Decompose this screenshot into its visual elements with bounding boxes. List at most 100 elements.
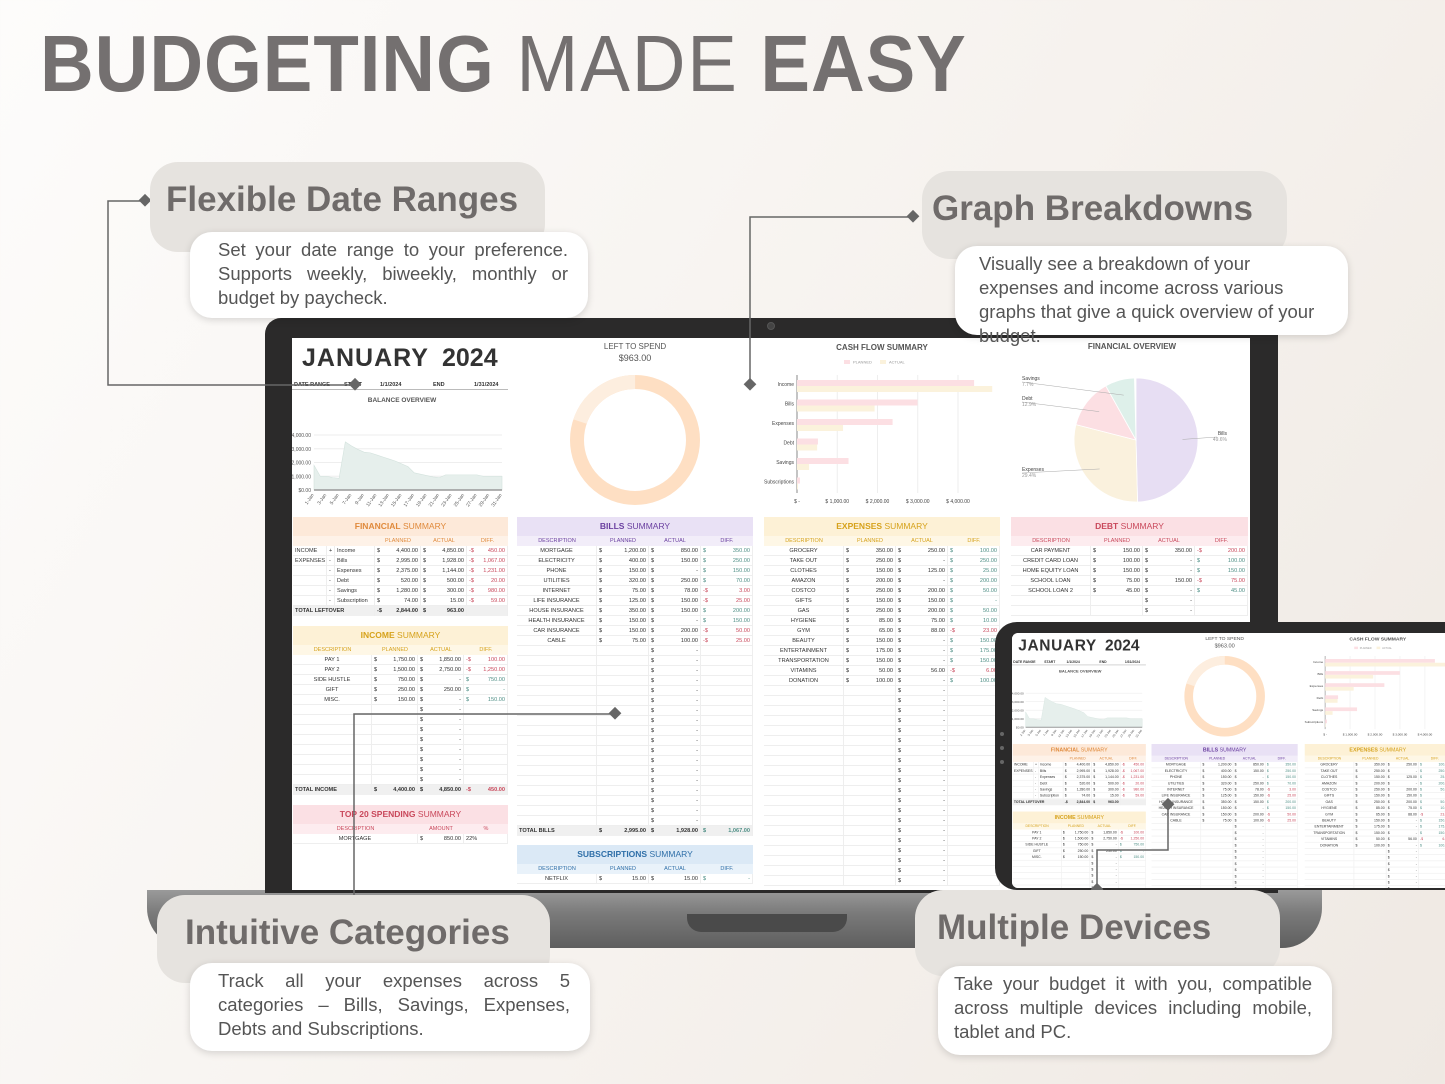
start-date[interactable]: 1/1/2024	[380, 382, 402, 388]
table-row[interactable]: CAR INSURANCE $150.00 $200.00 -$ 50.00	[1151, 811, 1298, 818]
end-date[interactable]: 1/31/2024	[1124, 660, 1141, 664]
blank-row[interactable]: $-	[764, 836, 1000, 846]
blank-row[interactable]: $-	[517, 706, 753, 716]
table-row[interactable]: TRANSPORTATION$150.00$-$150.00	[1304, 830, 1445, 837]
blank-row[interactable]: $-	[293, 745, 508, 755]
blank-row[interactable]: $-	[517, 686, 753, 696]
table-row[interactable]: CABLE $75.00 $100.00 -$ 25.00	[1151, 817, 1298, 824]
table-row[interactable]: CAR INSURANCE $150.00 $200.00 -$ 50.00	[517, 626, 753, 636]
table-row[interactable]: INTERNET $75.00 $78.00 -$ 3.00	[517, 586, 753, 596]
blank-row[interactable]: $-	[1304, 848, 1445, 855]
table-row[interactable]: HEALTH INSURANCE $150.00 $ - $150.00	[1151, 805, 1298, 812]
blank-row[interactable]: $-	[1304, 867, 1445, 874]
table-row[interactable]: HOME EQUITY LOAN $150.00 $ - $150.00	[1011, 566, 1248, 576]
table-row[interactable]: EXPENSES - Bills $2,995.00 $1,928.00 -$ 1,067.…	[293, 556, 508, 566]
blank-row[interactable]: $-	[517, 766, 753, 776]
blank-row[interactable]: $-	[1151, 830, 1298, 837]
blank-row[interactable]: $-	[517, 676, 753, 686]
blank-row[interactable]: $-	[764, 776, 1000, 786]
blank-row[interactable]: $-	[517, 716, 753, 726]
table-row[interactable]: TAKE OUT$250.00$-$250.00	[1304, 768, 1445, 775]
blank-row[interactable]: $-	[1013, 885, 1146, 888]
blank-row[interactable]: $-	[764, 706, 1000, 716]
blank-row[interactable]: $-	[517, 816, 753, 826]
table-row[interactable]: BEAUTY$150.00$-$150.00	[1304, 817, 1445, 824]
blank-row[interactable]: $-	[1011, 596, 1248, 606]
table-row[interactable]: DONATION$100.00$-$100.00	[1304, 842, 1445, 849]
table-row[interactable]: INTERNET $75.00 $78.00 -$ 3.00	[1151, 786, 1298, 793]
table-row[interactable]: SIDE HUSTLE $750.00 $ - $750.00	[293, 675, 508, 685]
blank-row[interactable]: $-	[517, 696, 753, 706]
table-row[interactable]: GIFTS$150.00$150.00$-	[764, 596, 1000, 606]
table-row[interactable]: GAS$250.00$200.00$50.00	[764, 606, 1000, 616]
blank-row[interactable]: $-	[293, 765, 508, 775]
blank-row[interactable]: $-	[764, 876, 1000, 886]
blank-row[interactable]: $-	[764, 726, 1000, 736]
blank-row[interactable]: $-	[517, 756, 753, 766]
table-row[interactable]: - Subscription $74.00 $15.00 -$ 59.00	[1012, 792, 1146, 800]
table-row[interactable]: LIFE INSURANCE $125.00 $150.00 -$ 25.00	[1151, 792, 1298, 800]
table-row[interactable]: INCOME + Income $4,400.00 $4,850.00 -$ 450.00	[1012, 761, 1146, 769]
table-row[interactable]: HOUSE INSURANCE $350.00 $150.00 $200.00	[517, 606, 753, 616]
blank-row[interactable]: $-	[1011, 606, 1248, 616]
blank-row[interactable]: $-	[764, 806, 1000, 816]
table-row[interactable]: EXPENSES - Bills $2,995.00 $1,928.00 -$ 1,067.…	[1012, 768, 1146, 775]
table-row[interactable]: UTILITIES $320.00 $250.00 $70.00	[517, 576, 753, 586]
table-row[interactable]: MORTGAGE $850.00 22%	[293, 834, 508, 844]
table-row[interactable]: VITAMINS$50.00$56.00-$6.00	[764, 666, 1000, 676]
table-row[interactable]: PHONE $150.00 $ - $150.00	[517, 566, 753, 576]
table-row[interactable]: GAS$250.00$200.00$50.00	[1304, 799, 1445, 806]
blank-row[interactable]: $-	[1151, 836, 1298, 843]
blank-row[interactable]: $-	[764, 856, 1000, 866]
blank-row[interactable]: $-	[1151, 842, 1298, 849]
blank-row[interactable]: $-	[293, 755, 508, 765]
table-row[interactable]: - Savings $1,280.00 $300.00 -$ 980.00	[293, 586, 508, 596]
table-row[interactable]: VITAMINS$50.00$56.00-$6.00	[1304, 836, 1445, 843]
end-date[interactable]: 1/31/2024	[474, 382, 499, 388]
blank-row[interactable]: $-	[764, 846, 1000, 856]
blank-row[interactable]: $-	[293, 775, 508, 785]
table-row[interactable]: ELECTRICITY $400.00 $150.00 $250.00	[517, 556, 753, 566]
table-row[interactable]: - Expenses $2,375.00 $1,144.00 -$ 1,231.00	[1012, 774, 1146, 781]
blank-row[interactable]: $-	[764, 716, 1000, 726]
blank-row[interactable]: $-	[764, 866, 1000, 876]
blank-row[interactable]: $-	[517, 806, 753, 816]
blank-row[interactable]: $-	[764, 696, 1000, 706]
table-row[interactable]: UTILITIES $320.00 $250.00 $70.00	[1151, 780, 1298, 787]
table-row[interactable]: GYM$65.00$88.00-$23.00	[1304, 811, 1445, 818]
blank-row[interactable]: $-	[1151, 854, 1298, 862]
blank-row[interactable]: $-	[517, 656, 753, 666]
table-row[interactable]: - Savings $1,280.00 $300.00 -$ 980.00	[1012, 786, 1146, 793]
blank-row[interactable]: $-	[517, 746, 753, 756]
table-row[interactable]: PAY 1 $1,750.00 $1,850.00 -$ 100.00	[293, 655, 508, 665]
blank-row[interactable]: $-	[517, 646, 753, 656]
blank-row[interactable]: $-	[1151, 848, 1298, 855]
table-row[interactable]: GYM$65.00$88.00-$23.00	[764, 626, 1000, 636]
blank-row[interactable]: $-	[1151, 879, 1298, 886]
blank-row[interactable]: $-	[517, 666, 753, 676]
blank-row[interactable]: $-	[517, 796, 753, 806]
blank-row[interactable]: $-	[764, 686, 1000, 696]
table-row[interactable]: ENTERTAINMENT$175.00$-$175.00	[764, 646, 1000, 656]
blank-row[interactable]: $-	[293, 725, 508, 735]
table-row[interactable]: COSTCO$250.00$200.00$50.00	[1304, 786, 1445, 793]
table-row[interactable]: NETFLIX $15.00 $15.00 $ -	[517, 874, 753, 884]
table-row[interactable]: TAKE OUT$250.00$-$250.00	[764, 556, 1000, 566]
blank-row[interactable]: $-	[1152, 885, 1298, 888]
table-row[interactable]: - Debt $520.00 $500.00 -$ 20.00	[293, 576, 508, 586]
blank-row[interactable]: $-	[764, 736, 1000, 746]
start-date[interactable]: 1/1/2024	[1066, 660, 1080, 664]
table-row[interactable]: INCOME + Income $4,400.00 $4,850.00 -$ 450.00	[293, 546, 508, 556]
table-row[interactable]: AMAZON$200.00$-$200.00	[1304, 780, 1445, 787]
table-row[interactable]: ELECTRICITY $400.00 $150.00 $250.00	[1151, 768, 1298, 775]
table-row[interactable]: CREDIT CARD LOAN $100.00 $ - $100.00	[1011, 556, 1248, 566]
blank-row[interactable]: $-	[764, 816, 1000, 826]
blank-row[interactable]: $-	[517, 776, 753, 786]
table-row[interactable]: CLOTHES$150.00$125.00$25.00	[1304, 774, 1445, 781]
table-row[interactable]: PAY 2 $1,500.00 $2,750.00 -$ 1,250.00	[293, 665, 508, 675]
table-row[interactable]: SCHOOL LOAN 2 $45.00 $ - $45.00	[1011, 586, 1248, 596]
blank-row[interactable]: $-	[764, 756, 1000, 766]
table-row[interactable]: HEALTH INSURANCE $150.00 $ - $150.00	[517, 616, 753, 626]
blank-row[interactable]: $-	[517, 726, 753, 736]
table-row[interactable]: MORTGAGE $1,200.00 $850.00 $350.00	[1151, 761, 1298, 769]
